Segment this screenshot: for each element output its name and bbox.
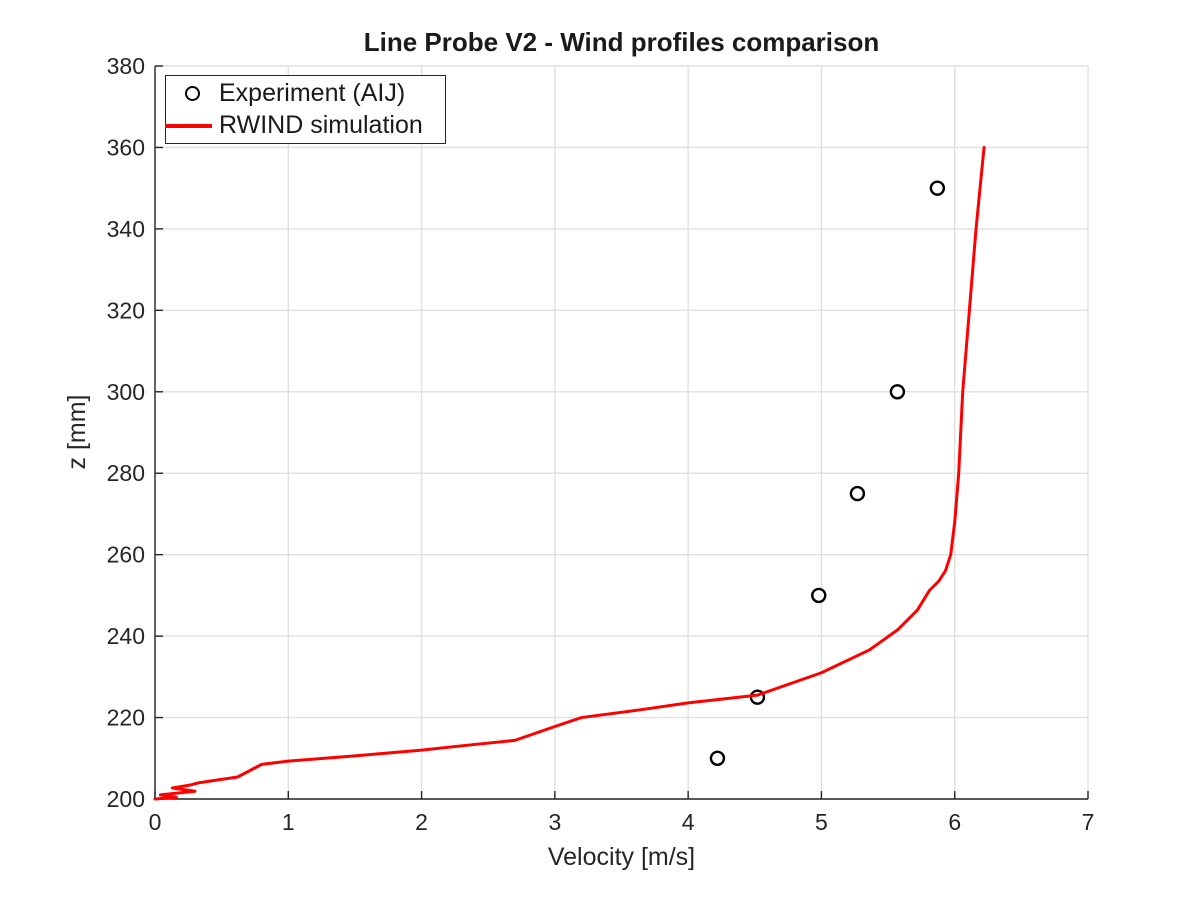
x-tick-label: 2: [415, 809, 428, 835]
legend-label-experiment: Experiment (AIJ): [219, 79, 406, 107]
y-tick-label: 360: [107, 134, 145, 160]
tick-labels: 0 1 2 3 4 5 6 7 200 220 240 260 280 300 320 340 360 380: [107, 53, 1095, 835]
experiment-point: [849, 485, 866, 502]
x-tick-label: 4: [682, 809, 695, 835]
x-tick-label: 3: [548, 809, 561, 835]
y-tick-label: 220: [107, 705, 145, 731]
red-line-marker-icon: [165, 123, 219, 128]
y-tick-label: 200: [107, 786, 145, 812]
legend-row-experiment: Experiment (AIJ): [166, 78, 445, 110]
x-tick-label: 1: [282, 809, 295, 835]
experiment-point: [929, 180, 946, 196]
y-tick-label: 280: [107, 460, 145, 486]
y-tick-label: 240: [107, 623, 145, 649]
open-circle-marker-icon: [166, 86, 219, 101]
legend: Experiment (AIJ) RWIND simulation: [165, 75, 446, 144]
x-tick-label: 6: [948, 809, 961, 835]
experiment-point: [709, 750, 726, 766]
y-tick-label: 320: [107, 297, 145, 323]
y-tick-label: 300: [107, 379, 145, 405]
x-tick-label: 7: [1082, 809, 1095, 835]
experiment-point: [811, 587, 827, 604]
gridlines: [154, 65, 1089, 800]
y-tick-label: 380: [107, 53, 145, 79]
y-tick-label: 340: [107, 216, 145, 242]
x-axis-label: Velocity [m/s]: [547, 843, 696, 871]
x-tick-label: 0: [149, 809, 162, 835]
tick-marks: [154, 65, 1089, 800]
axes-spines: [154, 66, 1088, 800]
legend-row-simulation: RWIND simulation: [165, 110, 445, 142]
legend-label-simulation: RWIND simulation: [219, 111, 423, 139]
chart-title: Line Probe V2 - Wind profiles comparison: [363, 27, 880, 57]
x-tick-label: 5: [815, 809, 828, 835]
y-tick-label: 260: [107, 542, 145, 568]
rwind-simulation-line: [153, 145, 986, 801]
experiment-point: [889, 384, 906, 400]
